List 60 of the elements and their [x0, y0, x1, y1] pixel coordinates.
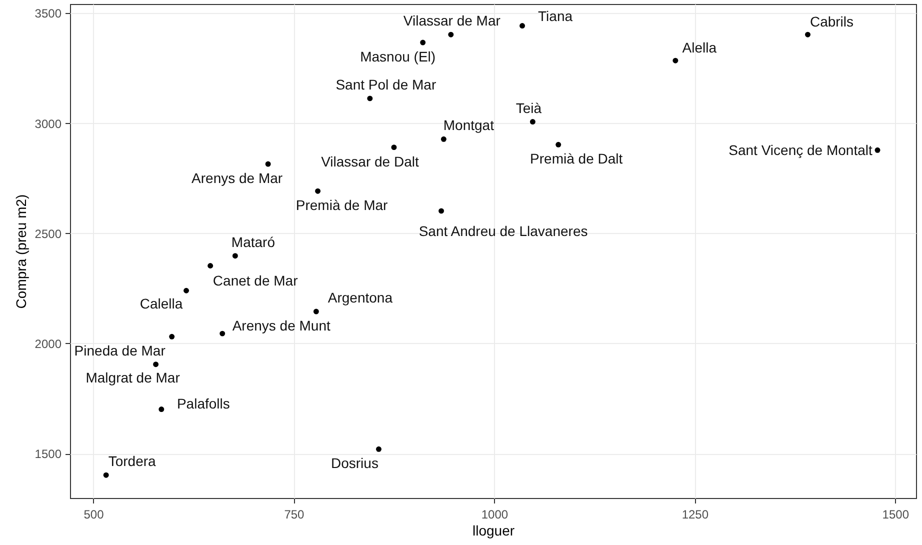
y-axis-title: Compra (preu m2)	[12, 194, 29, 309]
y-tick-label: 2500	[34, 226, 62, 241]
annotation: Sant Vicenç de Montalt	[728, 142, 872, 158]
point	[440, 136, 446, 142]
x-tick-label: 1500	[882, 508, 910, 522]
annotation: Canet de Mar	[212, 272, 298, 289]
point	[520, 23, 526, 29]
annotation: Premià de Dalt	[530, 150, 623, 167]
y-tick-label: 3000	[34, 116, 62, 131]
annotation: Vilassar de Mar	[403, 12, 501, 29]
point	[367, 96, 373, 102]
point	[153, 362, 159, 368]
annotation: Calella	[140, 296, 183, 312]
x-tick-label: 750	[284, 508, 305, 522]
point	[391, 144, 397, 150]
annotation: Vilassar de Dalt	[321, 153, 419, 170]
point	[874, 147, 880, 153]
point	[220, 330, 226, 336]
point	[208, 263, 214, 268]
x-axis-title: lloguer	[472, 522, 515, 538]
point	[672, 58, 678, 64]
point	[438, 208, 444, 214]
x-tick-label: 1000	[481, 508, 508, 522]
y-tick-label: 3500	[34, 6, 62, 21]
annotation: Teià	[516, 100, 542, 116]
x-tick-label: 1250	[682, 508, 709, 522]
point	[376, 446, 382, 452]
point	[232, 253, 238, 259]
point	[158, 406, 164, 412]
annotation: Pineda de Mar	[74, 342, 166, 359]
annotation: Masnou (El)	[360, 48, 436, 65]
y-tick-label: 2000	[34, 336, 62, 351]
point	[556, 142, 562, 148]
annotation: Tiana	[538, 8, 573, 24]
point	[315, 188, 321, 194]
annotation: Malgrat de Mar	[86, 369, 180, 386]
point	[805, 32, 810, 38]
point	[265, 161, 271, 167]
annotation: Montgat	[443, 117, 494, 134]
annotation: Arenys de Munt	[232, 318, 330, 334]
y-tick-label: 1500	[34, 447, 62, 462]
annotation: Palafolls	[176, 395, 230, 412]
point	[420, 40, 426, 46]
annotation: Cabrils	[810, 14, 854, 30]
point	[313, 308, 319, 314]
point	[169, 334, 175, 340]
annotation: Sant Andreu de Llavaneres	[418, 222, 588, 239]
x-tick-label: 500	[84, 508, 104, 522]
annotation: Premià de Mar	[296, 197, 388, 214]
point	[530, 119, 536, 125]
point	[448, 32, 454, 38]
annotation: Sant Pol de Mar	[336, 76, 436, 92]
point	[184, 288, 190, 294]
annotation: Alella	[682, 40, 717, 56]
annotation: Argentona	[328, 290, 393, 306]
annotation: Mataró	[231, 234, 276, 250]
annotation: Dosrius	[330, 455, 378, 472]
annotation: Tordera	[108, 453, 156, 470]
point	[103, 472, 109, 478]
annotation: Arenys de Mar	[192, 170, 283, 186]
